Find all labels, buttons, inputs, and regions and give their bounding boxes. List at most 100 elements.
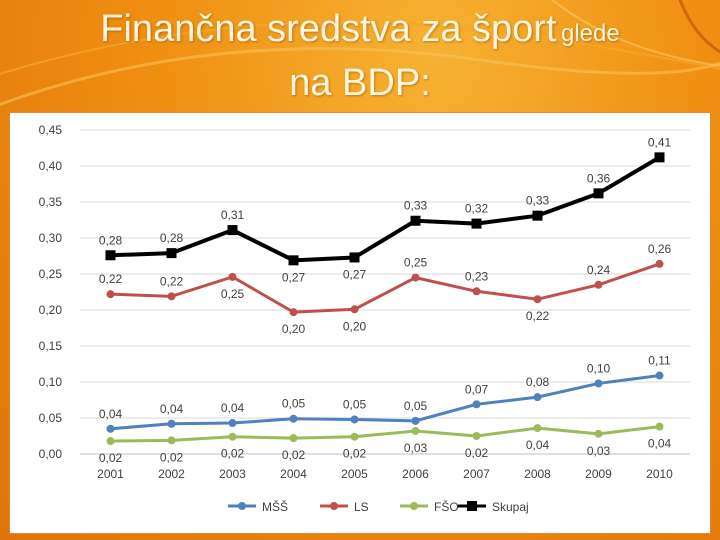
data-label: 0,26	[648, 242, 672, 256]
legend-label: LS	[354, 500, 369, 514]
data-label: 0,22	[160, 274, 184, 288]
data-point	[167, 419, 176, 428]
data-label: 0,05	[404, 399, 428, 413]
data-point	[350, 415, 359, 424]
data-label: 0,23	[465, 269, 489, 283]
data-point	[472, 287, 481, 296]
data-label: 0,28	[99, 233, 123, 247]
data-label: 0,36	[587, 171, 611, 185]
data-point	[655, 371, 664, 380]
series-line-0	[110, 374, 660, 431]
data-point	[655, 422, 664, 431]
data-point	[289, 434, 298, 443]
data-point	[105, 250, 116, 261]
data-label: 0,11	[648, 354, 671, 368]
slide-title: Finančna sredstva za šport glede na BDP:	[0, 6, 720, 106]
series-line-2	[110, 425, 660, 443]
legend-label: Skupaj	[492, 500, 529, 514]
data-label: 0,28	[160, 231, 184, 245]
title-line1-small: glede	[560, 20, 620, 47]
data-point	[228, 419, 237, 428]
data-point	[594, 379, 603, 388]
data-label: 0,02	[465, 446, 489, 460]
data-point	[106, 437, 115, 446]
x-tick-label: 2001	[97, 467, 124, 481]
data-point	[167, 436, 176, 445]
data-label: 0,20	[282, 322, 306, 336]
data-point	[227, 225, 238, 236]
data-point	[471, 218, 482, 229]
x-tick-label: 2010	[646, 467, 673, 481]
data-point	[410, 215, 421, 226]
data-point	[532, 210, 543, 221]
data-label: 0,10	[587, 361, 611, 375]
data-point	[288, 255, 299, 266]
y-tick-label: 0,15	[39, 339, 63, 353]
data-label: 0,33	[526, 194, 550, 208]
x-tick-label: 2007	[463, 467, 490, 481]
data-label: 0,32	[465, 202, 489, 216]
x-tick-label: 2002	[158, 467, 185, 481]
legend-marker	[410, 502, 418, 510]
data-point	[167, 292, 176, 301]
data-point	[654, 152, 665, 163]
x-tick-label: 2009	[585, 467, 612, 481]
data-label: 0,02	[99, 451, 123, 465]
legend-marker	[467, 501, 477, 511]
y-tick-label: 0,35	[39, 195, 63, 209]
data-point	[411, 426, 420, 435]
data-point	[166, 248, 177, 259]
data-point	[228, 432, 237, 441]
title-line2: na BDP:	[289, 62, 431, 104]
series-line-3	[110, 155, 661, 263]
data-point	[228, 272, 237, 281]
x-tick-label: 2005	[341, 467, 368, 481]
data-label: 0,04	[526, 438, 550, 452]
data-point	[106, 424, 115, 433]
x-tick-label: 2003	[219, 467, 246, 481]
data-label: 0,04	[160, 402, 184, 416]
data-point	[533, 393, 542, 402]
data-point	[349, 252, 360, 263]
data-label: 0,27	[343, 267, 367, 281]
y-tick-label: 0,10	[39, 375, 63, 389]
data-label: 0,04	[221, 401, 245, 415]
data-point	[472, 432, 481, 440]
legend-label: MŠŠ	[262, 499, 288, 514]
data-point	[350, 432, 359, 441]
data-label: 0,05	[282, 397, 306, 411]
y-tick-label: 0,30	[39, 231, 63, 245]
data-label: 0,33	[404, 199, 428, 213]
data-point	[533, 295, 542, 304]
data-label: 0,41	[648, 135, 672, 149]
data-label: 0,22	[526, 309, 550, 323]
data-label: 0,04	[648, 437, 672, 451]
data-point	[594, 429, 603, 438]
data-label: 0,25	[221, 287, 245, 301]
data-point	[289, 414, 298, 423]
y-tick-label: 0,40	[39, 159, 63, 173]
data-label: 0,02	[282, 448, 306, 462]
data-label: 0,20	[343, 319, 367, 333]
x-tick-label: 2006	[402, 467, 429, 481]
data-point	[411, 273, 420, 282]
line-chart: 0,00 0,05 0,10 0,15 0,20 0,25 0,30 0,35 0,40 0,45…	[39, 123, 690, 514]
data-label: 0,08	[526, 375, 550, 389]
data-point	[350, 305, 359, 314]
data-label: 0,02	[160, 450, 184, 464]
x-tick-label: 2008	[524, 467, 551, 481]
y-tick-label: 0,05	[39, 411, 63, 425]
y-tick-label: 0,00	[39, 447, 63, 461]
data-label: 0,24	[587, 263, 611, 277]
data-point	[289, 308, 298, 317]
data-point	[593, 188, 604, 199]
data-point	[411, 416, 420, 425]
data-label: 0,27	[282, 270, 306, 284]
chart-panel: 0,00 0,05 0,10 0,15 0,20 0,25 0,30 0,35 0,40 0,45…	[9, 112, 711, 534]
y-tick-label: 0,20	[39, 303, 63, 317]
data-point	[594, 280, 603, 289]
data-label: 0,25	[404, 256, 428, 270]
legend-marker	[238, 502, 246, 510]
data-label: 0,04	[99, 407, 123, 421]
